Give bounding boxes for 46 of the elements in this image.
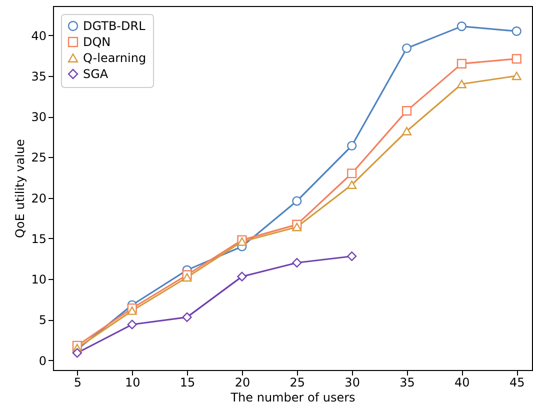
point xyxy=(512,72,522,80)
point xyxy=(512,26,522,36)
y-tick-label: 20 xyxy=(31,191,46,206)
point xyxy=(182,312,192,322)
x-tick-label: 20 xyxy=(234,376,250,390)
x-tick-label: 30 xyxy=(344,376,360,390)
y-tick-label: 30 xyxy=(31,110,46,124)
y-tick-label: 40 xyxy=(31,28,46,43)
x-tick-label: 5 xyxy=(74,376,82,390)
point xyxy=(127,306,137,315)
point xyxy=(347,168,357,178)
x-tick-label: 25 xyxy=(290,376,306,390)
legend-label: DQN xyxy=(83,35,111,49)
legend-label: SGA xyxy=(83,67,109,81)
y-tick-label: 5 xyxy=(38,313,46,328)
y-tick-label: 35 xyxy=(31,69,46,84)
point xyxy=(292,222,302,232)
point xyxy=(347,251,357,262)
y-axis-title: QoE utility value xyxy=(13,139,28,238)
legend-label: Q-learning xyxy=(83,51,146,65)
point xyxy=(237,272,247,282)
x-tick-label: 10 xyxy=(124,376,140,390)
point xyxy=(512,54,522,64)
point xyxy=(402,106,412,116)
point xyxy=(347,140,357,151)
x-tick-label: 40 xyxy=(454,376,470,390)
point xyxy=(127,320,137,330)
legend-label: DGTB-DRL xyxy=(83,19,146,33)
x-tick-label: 45 xyxy=(509,376,525,390)
point xyxy=(402,43,412,54)
y-tick-label: 10 xyxy=(31,272,46,286)
point xyxy=(456,22,466,32)
point xyxy=(456,80,466,88)
point xyxy=(402,126,412,136)
x-tick-label: 35 xyxy=(400,376,415,390)
point xyxy=(72,348,82,358)
y-tick-label: 15 xyxy=(31,232,46,246)
y-tick-label: 25 xyxy=(31,150,46,165)
point xyxy=(347,180,357,189)
y-tick-label: 0 xyxy=(38,354,46,368)
x-axis-title: The number of users xyxy=(230,390,356,404)
x-tick-label: 15 xyxy=(180,376,196,390)
point xyxy=(292,258,302,268)
point xyxy=(456,58,466,68)
point xyxy=(182,273,192,282)
point xyxy=(292,196,302,206)
